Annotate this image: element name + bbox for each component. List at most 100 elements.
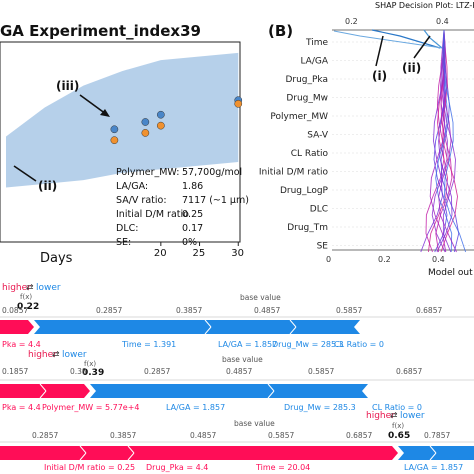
tick: 0.38 — [70, 367, 87, 376]
feature-name: SE — [317, 242, 329, 252]
param-value: 0.17 — [182, 223, 203, 234]
annotation-iii: (iii) — [56, 79, 79, 93]
lower-label: lower — [36, 283, 61, 293]
base-value-label: base value — [222, 355, 263, 364]
base-value-label: base value — [240, 293, 281, 302]
tick: 0.4857 — [190, 431, 216, 440]
feature-label: LA/GA = 1.857 — [166, 403, 225, 412]
base-value-label: base value — [234, 419, 275, 428]
decision-line — [371, 29, 441, 49]
x-ticks: 20 25 30 — [154, 242, 244, 259]
swap-icon: ⇄ — [26, 283, 34, 293]
x-tick-label: 30 — [231, 248, 244, 259]
x-tick-label: 20 — [154, 248, 167, 259]
force-plot-2: higher ⇄ lower f(x) 0.39 0.38 base value… — [0, 350, 474, 412]
top-tick: 0.2 — [345, 17, 358, 26]
feature-name: Drug_LogP — [280, 186, 329, 196]
data-points — [110, 96, 243, 145]
feature-label: Drug_Pka = 4.4 — [146, 463, 208, 472]
data-point — [234, 99, 243, 108]
data-point — [110, 136, 119, 145]
param-label: LA/GA: — [116, 181, 148, 192]
data-point — [156, 110, 165, 119]
feature-name: SA-V — [307, 131, 329, 141]
param-label: DLC: — [116, 223, 138, 234]
higher-label: higher — [366, 411, 395, 421]
arrow-iii — [79, 94, 107, 115]
arrow-ii — [13, 165, 37, 182]
param-value: 57,700g/mol — [182, 167, 242, 178]
fx-label: f(x) — [392, 422, 404, 430]
feature-label: LA/GA = 1.857 — [218, 340, 277, 349]
feature-label: Pka = 4.4 — [2, 403, 41, 412]
panel-b-label: (B) — [268, 22, 293, 40]
lower-label: lower — [400, 411, 425, 421]
tick: 0.6857 — [416, 306, 442, 315]
feature-label: Time = 20.04 — [255, 463, 310, 472]
push-higher-bar — [0, 320, 34, 334]
push-higher-bar — [0, 384, 90, 398]
decision-line — [442, 29, 456, 253]
feature-label: Time = 1.391 — [121, 340, 176, 349]
lower-label: lower — [62, 350, 87, 360]
feature-name: DLC — [310, 205, 328, 215]
feature-name: Drug_Tm — [287, 223, 328, 233]
decision-lines — [333, 29, 467, 253]
feature-name: Drug_Pka — [285, 75, 328, 85]
param-value: 0.25 — [182, 209, 203, 220]
feature-label: Drug_Mw = 285.3 — [284, 403, 356, 412]
fx-label: f(x) — [20, 293, 32, 301]
tick: 0.0857 — [2, 306, 28, 315]
annotation-ii-b: (ii) — [402, 61, 421, 75]
param-label: Polymer_MW: — [116, 167, 179, 178]
bottom-tick: 0.4 — [432, 255, 445, 264]
tick: 0.3857 — [176, 306, 202, 315]
feature-label: Drug_Mw = 285.3 — [272, 340, 344, 349]
tick: 0.6857 — [346, 431, 372, 440]
tick: 0.3857 — [110, 431, 136, 440]
annotation-ii: (ii) — [38, 179, 57, 193]
x-axis-label: Days — [40, 251, 73, 266]
fx-label: f(x) — [84, 360, 96, 368]
tick: 0.1857 — [2, 367, 28, 376]
feature-label: CL Ratio = 0 — [372, 403, 422, 412]
bottom-tick: 0.2 — [378, 255, 391, 264]
data-point — [110, 125, 119, 134]
data-point — [156, 121, 165, 130]
param-label: SA/V ratio: — [116, 195, 167, 206]
push-lower-bar — [34, 320, 360, 334]
param-label: Initial D/M ratio — [116, 209, 189, 220]
panel-a-frame — [0, 41, 241, 243]
parameter-table: Polymer_MW: 57,700g/mol LA/GA: 1.86 SA/V… — [116, 167, 249, 248]
force-plot-3: higher ⇄ lower f(x) 0.65 base value 0.28… — [0, 411, 474, 472]
arrow-i — [375, 35, 384, 67]
swap-icon: ⇄ — [52, 350, 60, 360]
param-value: 7117 (~1 µm) — [182, 195, 249, 206]
higher-label: higher — [28, 350, 57, 360]
panel-b-title: SHAP Decision Plot: LTZ-P — [375, 1, 474, 10]
feature-name: Polymer_MW — [270, 112, 328, 122]
feature-label: Polymer_MW = 5.77e+4 — [42, 403, 140, 412]
param-value: 0% — [182, 237, 197, 248]
tick: 0.6857 — [396, 367, 422, 376]
arrowhead-iii — [100, 109, 110, 117]
push-higher-bar — [0, 446, 398, 460]
confidence-band — [6, 52, 239, 188]
fx-value: 0.22 — [17, 302, 39, 312]
feature-label: Initial D/M ratio = 0.25 — [44, 463, 135, 472]
force-plot-1: higher ⇄ lower f(x) 0.22 base value 0.08… — [0, 283, 474, 349]
feature-name: Drug_Mw — [286, 94, 328, 104]
tick: 0.2857 — [144, 367, 170, 376]
param-label: SE: — [116, 237, 131, 248]
bottom-tick: 0 — [326, 255, 331, 264]
x-tick-label: 25 — [193, 248, 206, 259]
tick: 0.5857 — [308, 367, 334, 376]
annotation-i: (i) — [372, 69, 387, 83]
decision-line — [333, 30, 443, 49]
panel-a: GA Experiment_index39 20 25 30 Days (iii) … — [0, 22, 249, 266]
tick: 0.4857 — [254, 306, 280, 315]
data-point — [141, 129, 150, 137]
feature-name: Initial D/M ratio — [259, 168, 329, 178]
push-lower-bar — [90, 384, 368, 398]
